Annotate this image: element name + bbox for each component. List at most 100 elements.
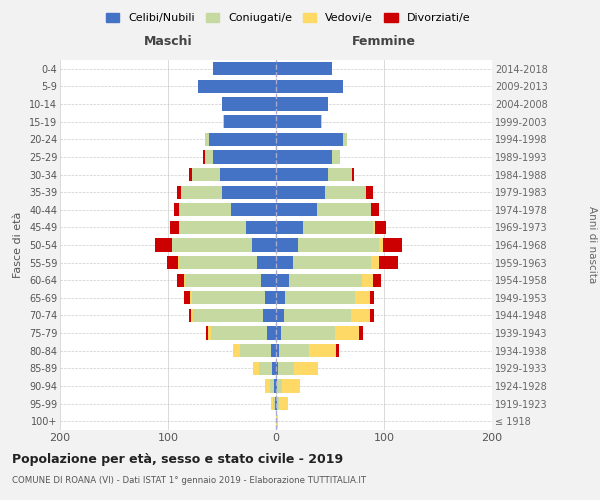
Bar: [257, 256, 276, 269]
Text: Femmine: Femmine: [352, 34, 416, 48]
Bar: [271, 344, 276, 358]
Bar: [184, 274, 185, 287]
Y-axis label: Fasce di età: Fasce di età: [13, 212, 23, 278]
Bar: [279, 344, 310, 358]
Bar: [275, 397, 276, 410]
Bar: [230, 203, 276, 216]
Bar: [276, 309, 284, 322]
Bar: [276, 150, 332, 164]
Bar: [246, 221, 276, 234]
Bar: [283, 380, 300, 392]
Bar: [298, 238, 379, 252]
Bar: [222, 186, 276, 198]
Bar: [352, 168, 354, 181]
Bar: [265, 291, 276, 304]
Text: Anni di nascita: Anni di nascita: [587, 206, 597, 284]
Bar: [276, 203, 317, 216]
Bar: [241, 344, 271, 358]
Bar: [276, 274, 289, 287]
Bar: [370, 309, 374, 322]
Bar: [179, 256, 257, 269]
Bar: [205, 150, 214, 164]
Bar: [371, 256, 379, 269]
Bar: [303, 221, 373, 234]
Bar: [265, 380, 269, 392]
Bar: [276, 115, 322, 128]
Bar: [284, 309, 350, 322]
Bar: [277, 397, 279, 410]
Bar: [276, 344, 279, 358]
Bar: [355, 291, 370, 304]
Bar: [188, 309, 191, 322]
Bar: [269, 380, 274, 392]
Bar: [279, 397, 288, 410]
Text: Popolazione per età, sesso e stato civile - 2019: Popolazione per età, sesso e stato civil…: [12, 452, 343, 466]
Bar: [176, 186, 181, 198]
Bar: [276, 132, 343, 146]
Bar: [209, 132, 276, 146]
Bar: [325, 186, 365, 198]
Bar: [179, 221, 246, 234]
Bar: [295, 362, 318, 375]
Bar: [253, 362, 259, 375]
Bar: [191, 309, 193, 322]
Bar: [220, 168, 276, 181]
Bar: [192, 291, 265, 304]
Bar: [274, 380, 276, 392]
Bar: [276, 397, 277, 410]
Bar: [208, 326, 211, 340]
Bar: [176, 274, 184, 287]
Bar: [337, 344, 338, 358]
Bar: [343, 132, 347, 146]
Bar: [276, 414, 278, 428]
Bar: [223, 115, 224, 128]
Bar: [172, 238, 252, 252]
Bar: [205, 132, 209, 146]
Bar: [272, 362, 276, 375]
Bar: [284, 291, 355, 304]
Bar: [365, 186, 373, 198]
Bar: [190, 291, 192, 304]
Bar: [362, 274, 373, 287]
Bar: [276, 80, 343, 93]
Bar: [383, 238, 403, 252]
Bar: [211, 326, 268, 340]
Bar: [252, 238, 276, 252]
Bar: [268, 326, 276, 340]
Bar: [359, 326, 364, 340]
Bar: [178, 256, 179, 269]
Bar: [276, 168, 328, 181]
Bar: [192, 168, 220, 181]
Bar: [289, 274, 362, 287]
Bar: [373, 221, 376, 234]
Bar: [198, 80, 276, 93]
Bar: [188, 168, 192, 181]
Bar: [276, 221, 303, 234]
Bar: [379, 238, 383, 252]
Bar: [214, 62, 276, 76]
Bar: [281, 326, 335, 340]
Bar: [273, 397, 275, 410]
Bar: [271, 397, 273, 410]
Bar: [335, 326, 359, 340]
Bar: [206, 326, 208, 340]
Bar: [332, 150, 340, 164]
Bar: [328, 168, 352, 181]
Bar: [373, 274, 381, 287]
Bar: [276, 256, 293, 269]
Bar: [214, 150, 276, 164]
Bar: [175, 203, 179, 216]
Bar: [263, 309, 276, 322]
Bar: [155, 238, 172, 252]
Bar: [170, 221, 179, 234]
Bar: [350, 309, 370, 322]
Bar: [276, 62, 332, 76]
Bar: [310, 344, 337, 358]
Bar: [179, 203, 230, 216]
Bar: [371, 203, 379, 216]
Bar: [276, 98, 328, 110]
Bar: [376, 221, 386, 234]
Bar: [233, 344, 241, 358]
Bar: [276, 362, 278, 375]
Legend: Celibi/Nubili, Coniugati/e, Vedovi/e, Divorziati/e: Celibi/Nubili, Coniugati/e, Vedovi/e, Di…: [101, 8, 475, 28]
